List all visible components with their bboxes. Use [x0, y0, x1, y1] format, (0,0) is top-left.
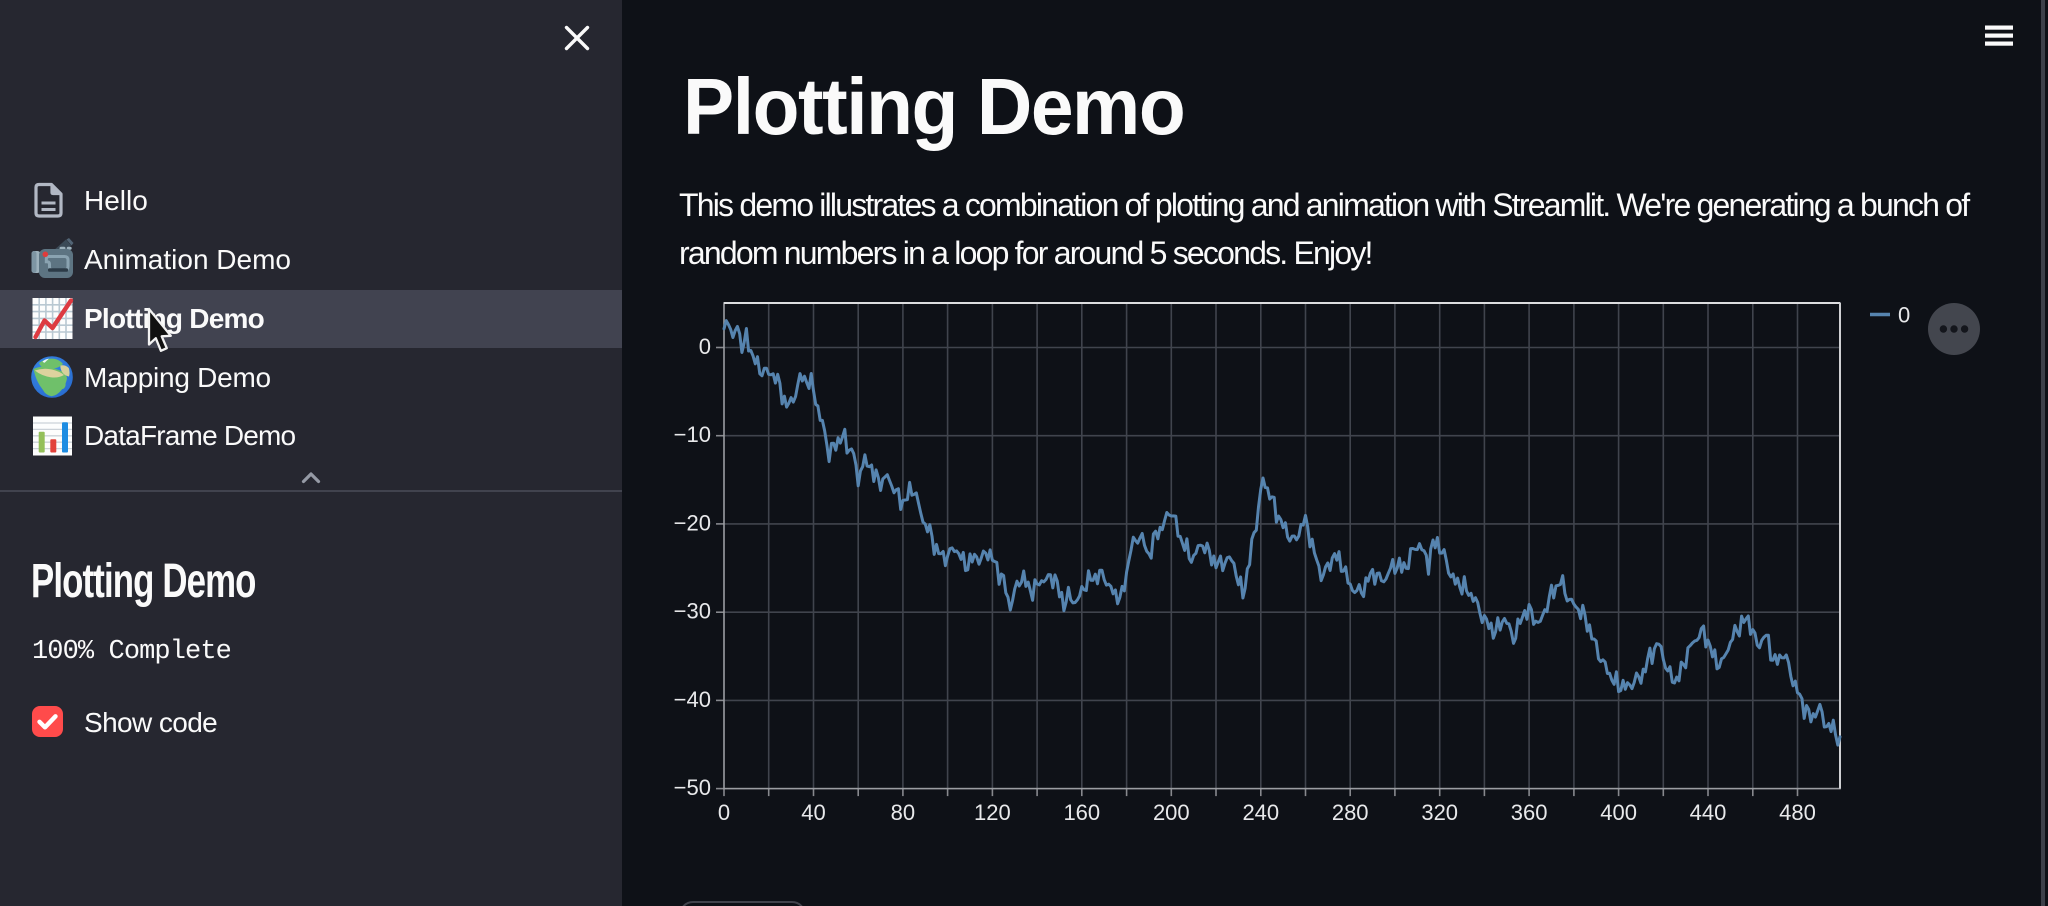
svg-text:0: 0 — [718, 800, 730, 825]
svg-text:400: 400 — [1600, 800, 1637, 825]
svg-text:120: 120 — [974, 800, 1011, 825]
svg-text:−10: −10 — [674, 422, 711, 447]
svg-text:360: 360 — [1511, 800, 1548, 825]
svg-text:200: 200 — [1153, 800, 1190, 825]
svg-text:160: 160 — [1063, 800, 1100, 825]
svg-text:320: 320 — [1421, 800, 1458, 825]
svg-text:280: 280 — [1332, 800, 1369, 825]
svg-text:0: 0 — [1898, 303, 1910, 328]
svg-text:440: 440 — [1690, 800, 1727, 825]
svg-text:0: 0 — [699, 334, 711, 359]
svg-text:−50: −50 — [674, 775, 711, 800]
svg-text:−30: −30 — [674, 599, 711, 624]
svg-text:40: 40 — [801, 800, 825, 825]
svg-text:−40: −40 — [674, 687, 711, 712]
svg-text:480: 480 — [1779, 800, 1816, 825]
svg-text:−20: −20 — [674, 510, 711, 535]
svg-text:240: 240 — [1242, 800, 1279, 825]
svg-text:80: 80 — [891, 800, 915, 825]
